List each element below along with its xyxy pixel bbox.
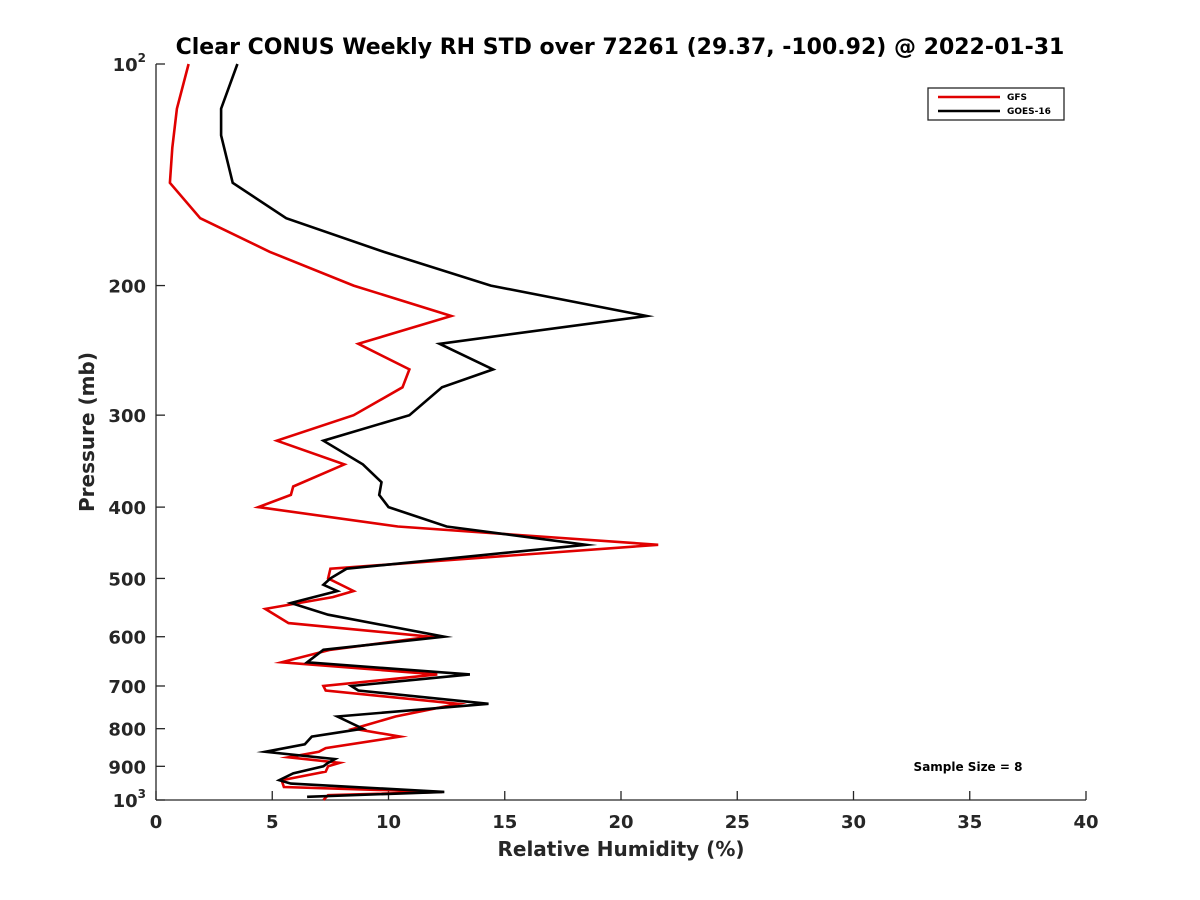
x-tick-label: 40 <box>1073 812 1098 833</box>
y-tick-label: 900 <box>108 757 146 778</box>
chart-title: Clear CONUS Weekly RH STD over 72261 (29… <box>176 35 1065 60</box>
x-axis-ticks: 0 5 10 15 20 25 30 35 40 <box>150 791 1099 833</box>
y-tick-label: 200 <box>108 277 146 298</box>
series-line-goes-16 <box>219 63 655 799</box>
y-tick-label: 700 <box>108 677 146 698</box>
x-tick-label: 35 <box>957 812 982 833</box>
y-tick-label: 600 <box>108 628 146 649</box>
legend-box <box>927 87 1065 121</box>
y-tick-label: 400 <box>108 498 146 519</box>
x-tick-label: 25 <box>725 812 750 833</box>
x-axis-label: Relative Humidity (%) <box>497 837 744 861</box>
x-tick-label: 20 <box>608 812 633 833</box>
y-tick-label: 102 <box>113 51 146 76</box>
sample-size-annotation: Sample Size = 8 <box>914 760 1023 774</box>
y-tick-label: 800 <box>108 720 146 741</box>
x-tick-label: 10 <box>376 812 401 833</box>
legend-label: GFS <box>1007 93 1027 103</box>
x-tick-label: 15 <box>492 812 517 833</box>
y-tick-exponent: 3 <box>138 787 146 801</box>
legend-label: GOES-16 <box>1007 107 1051 117</box>
x-tick-label: 30 <box>841 812 866 833</box>
y-tick-label: 500 <box>108 569 146 590</box>
series-layer <box>168 63 659 801</box>
legend: GFS GOES-16 <box>927 87 1065 121</box>
series-line-gfs <box>168 63 659 801</box>
x-tick-label: 5 <box>266 812 279 833</box>
y-tick-label: 103 <box>113 787 146 812</box>
y-tick-base: 10 <box>113 791 138 812</box>
x-tick-label: 0 <box>150 812 163 833</box>
y-tick-base: 10 <box>113 55 138 76</box>
y-tick-label: 300 <box>108 406 146 427</box>
y-tick-exponent: 2 <box>138 51 146 65</box>
y-axis-label: Pressure (mb) <box>75 352 99 512</box>
